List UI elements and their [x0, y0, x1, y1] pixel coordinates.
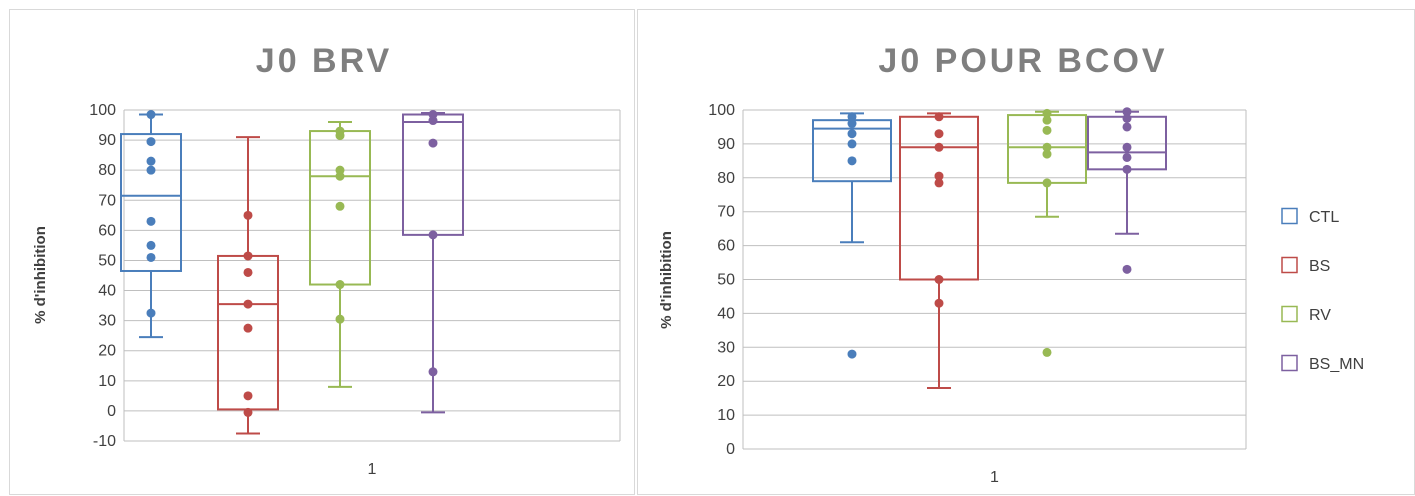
data-point: [1042, 125, 1052, 135]
y-tick-label: 100: [708, 102, 735, 119]
data-point: [847, 119, 857, 129]
data-point: [1122, 107, 1132, 117]
x-tick-label: 1: [368, 461, 377, 478]
chart-title: J0 POUR BCOV: [878, 42, 1167, 80]
y-tick-label: 90: [98, 132, 116, 149]
data-point: [1122, 264, 1132, 274]
data-point: [934, 112, 944, 122]
y-tick-label: 30: [98, 313, 116, 330]
data-point: [1122, 164, 1132, 174]
data-point: [1042, 347, 1052, 357]
y-tick-label: 90: [717, 136, 735, 153]
data-point: [243, 251, 253, 261]
legend-label: RV: [1309, 307, 1331, 324]
data-point: [1122, 113, 1132, 123]
y-tick-label: 80: [98, 162, 116, 179]
y-tick-label: 80: [717, 170, 735, 187]
y-axis-label: % d'inhibition: [658, 231, 675, 329]
data-point: [934, 142, 944, 152]
y-tick-label: 10: [98, 373, 116, 390]
legend-label: BS_MN: [1309, 356, 1364, 373]
y-axis-label: % d'inhibition: [32, 226, 49, 324]
box-bs: [217, 254, 279, 411]
data-point: [934, 275, 944, 284]
y-tick-label: 30: [717, 339, 735, 356]
legend-label: CTL: [1309, 209, 1339, 226]
y-tick-label: 100: [89, 102, 116, 119]
x-tick-label: 1: [990, 469, 999, 486]
y-tick-label: 0: [107, 403, 116, 420]
data-point: [146, 137, 156, 147]
data-point: [847, 112, 857, 122]
data-point: [934, 129, 944, 139]
data-point: [243, 210, 253, 220]
data-point: [847, 156, 857, 166]
chart-panel-right: J0 POUR BCOV 0 10 20 30 40 50 60 70 80 90 100 1 % d'i…: [637, 9, 1415, 495]
data-point: [428, 138, 438, 148]
data-point: [243, 391, 253, 401]
data-point: [428, 367, 438, 377]
data-point: [1122, 142, 1132, 152]
y-tick-label: 10: [717, 407, 735, 424]
y-tick-label: 50: [98, 252, 116, 269]
chart-panel-left: J0 BRV -10 0 10 20 30 40 50 60 70 80 90 100 1 % d'inhi…: [9, 9, 635, 495]
y-tick-label: -10: [93, 433, 116, 450]
data-point: [146, 110, 156, 120]
data-point: [847, 139, 857, 149]
data-point: [1042, 149, 1052, 159]
y-tick-label: 60: [98, 222, 116, 239]
y-tick-label: 70: [717, 204, 735, 221]
data-point: [335, 201, 345, 211]
y-tick-label: 20: [98, 343, 116, 360]
box-bs: [899, 115, 979, 281]
data-point: [243, 267, 253, 277]
data-point: [146, 240, 156, 250]
data-point: [428, 116, 438, 126]
data-point: [243, 299, 253, 309]
chart-title: J0 BRV: [256, 42, 392, 80]
data-point: [146, 216, 156, 226]
box-bs_mn: [402, 113, 464, 236]
data-point: [146, 156, 156, 166]
legend-swatch: [1281, 305, 1298, 323]
chart-svg-left: J0 BRV -10 0 10 20 30 40 50 60 70 80 90 100 1 % d'inhi…: [32, 42, 621, 478]
data-point: [335, 280, 345, 290]
data-point: [335, 171, 345, 181]
data-point: [934, 171, 944, 181]
y-tick-label: 70: [98, 192, 116, 209]
box-ctl: [120, 133, 182, 272]
data-point: [335, 314, 345, 324]
y-tick-label: 40: [717, 305, 735, 322]
data-point: [146, 308, 156, 318]
data-point: [146, 252, 156, 262]
data-point: [1122, 152, 1132, 162]
legend-swatch: [1281, 354, 1298, 372]
data-point: [1042, 108, 1052, 118]
data-point: [428, 230, 438, 240]
data-point: [1042, 115, 1052, 125]
data-point: [1042, 178, 1052, 188]
data-point: [934, 178, 944, 188]
y-tick-label: 0: [726, 441, 735, 458]
y-tick-label: 20: [717, 373, 735, 390]
data-point: [243, 407, 253, 417]
y-tick-label: 50: [717, 272, 735, 289]
data-point: [847, 129, 857, 139]
legend-swatch: [1281, 256, 1298, 274]
y-tick-label: 60: [717, 238, 735, 255]
chart-svg-right: J0 POUR BCOV 0 10 20 30 40 50 60 70 80 90 100 1 % d'i…: [658, 42, 1364, 486]
data-point: [934, 298, 944, 308]
data-point: [847, 349, 857, 359]
data-point: [335, 131, 345, 141]
data-point: [1122, 122, 1132, 132]
y-tick-label: 40: [98, 283, 116, 300]
data-point: [1042, 142, 1052, 152]
legend-swatch: [1281, 207, 1298, 225]
data-point: [146, 165, 156, 175]
data-point: [243, 323, 253, 333]
legend-label: BS: [1309, 258, 1330, 275]
